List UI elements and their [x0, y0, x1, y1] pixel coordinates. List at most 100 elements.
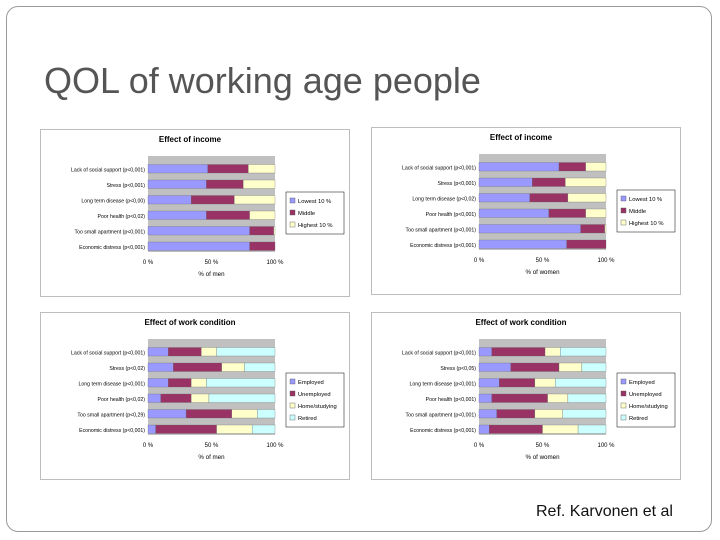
- category-label-lack-of-social-support-p-0-001: Lack of social support (p<0,001): [71, 167, 145, 173]
- legend-label-middle: Middle: [298, 211, 315, 217]
- category-label-too-small-apartment-p-0-001: Too small apartment (p<0,001): [406, 412, 477, 418]
- legend-swatch-highest-10: [289, 221, 296, 228]
- x-tick-label: 100 %: [266, 260, 284, 266]
- bar-highest-10-stress-p-0-001: [243, 179, 276, 189]
- category-label-economic-distress-p-0-001: Economic distress (p<0,001): [79, 245, 145, 251]
- category-label-stress-p-0-001: Stress (p<0,001): [107, 183, 146, 189]
- legend-box: [285, 372, 345, 428]
- bar-home-studying-long-term-disease-p-0-001: [191, 378, 207, 388]
- bar-home-studying-poor-health-p-0-02: [191, 393, 210, 403]
- bar-highest-10-long-term-disease-p-0-02: [567, 193, 607, 203]
- bar-highest-10-lack-of-social-support-p-0-001: [248, 164, 276, 174]
- category-label-economic-distress-p-0-001: Economic distress (p<0,001): [410, 428, 476, 434]
- bar-lowest-10-economic-distress-p-0-001: [147, 241, 250, 251]
- legend-swatch-unemployed: [620, 390, 627, 397]
- chart-svg: Effect of income Lack of social support (…: [371, 127, 681, 295]
- bar-unemployed-too-small-apartment-p-0-29: [185, 409, 232, 419]
- category-label-poor-health-p-0-02: Poor health (p<0,02): [98, 214, 146, 220]
- x-axis-label: % of women: [525, 454, 560, 461]
- bar-home-studying-economic-distress-p-0-001: [216, 424, 253, 434]
- x-tick-label: 0 %: [474, 443, 485, 449]
- bar-home-studying-poor-health-p-0-001: [547, 393, 569, 403]
- legend-swatch-employed: [289, 378, 296, 385]
- bar-retired-poor-health-p-0-02: [208, 393, 276, 403]
- legend-label-lowest-10: Lowest 10 %: [298, 199, 331, 205]
- legend-label-lowest-10: Lowest 10 %: [629, 197, 662, 203]
- bar-highest-10-lack-of-social-support-p-0-001: [585, 162, 607, 172]
- bar-employed-poor-health-p-0-001: [478, 393, 492, 403]
- bar-lowest-10-poor-health-p-0-02: [147, 210, 207, 220]
- legend-swatch-employed: [620, 378, 627, 385]
- bar-middle-lack-of-social-support-p-0-001: [558, 162, 586, 172]
- chart-title: Effect of work condition: [144, 318, 235, 327]
- bar-retired-too-small-apartment-p-0-29: [257, 409, 276, 419]
- bar-retired-lack-of-social-support-p-0-001: [560, 347, 607, 357]
- legend-swatch-lowest-10: [620, 195, 627, 202]
- x-tick-label: 50 %: [536, 258, 550, 264]
- bar-home-studying-stress-p-0-02: [221, 362, 245, 372]
- x-tick-label: 100 %: [266, 443, 284, 449]
- bar-middle-economic-distress-p-0-001: [249, 241, 276, 251]
- bar-home-studying-too-small-apartment-p-0-29: [231, 409, 258, 419]
- category-label-too-small-apartment-p-0-29: Too small apartment (p<0,29): [77, 412, 145, 418]
- legend-swatch-middle: [289, 209, 296, 216]
- bar-highest-10-too-small-apartment-p-0-001: [604, 224, 607, 234]
- chart-svg: Effect of income Lack of social support (…: [40, 129, 350, 297]
- bar-lowest-10-lack-of-social-support-p-0-001: [147, 164, 208, 174]
- x-axis-label: % of men: [198, 454, 225, 461]
- category-label-economic-distress-p-0-001: Economic distress (p<0,001): [410, 243, 476, 249]
- bar-unemployed-poor-health-p-0-02: [160, 393, 192, 403]
- bar-retired-economic-distress-p-0-001: [577, 424, 607, 434]
- x-tick-label: 0 %: [143, 260, 154, 266]
- bar-unemployed-poor-health-p-0-001: [491, 393, 548, 403]
- x-tick-label: 100 %: [597, 443, 615, 449]
- bar-unemployed-economic-distress-p-0-001: [489, 424, 543, 434]
- category-label-lack-of-social-support-p-0-001: Lack of social support (p<0,001): [402, 350, 476, 356]
- x-axis-label: % of men: [198, 271, 225, 278]
- bar-lowest-10-lack-of-social-support-p-0-001: [478, 162, 560, 172]
- chart-title: Effect of income: [490, 133, 553, 142]
- bar-employed-long-term-disease-p-0-001: [478, 378, 500, 388]
- category-label-economic-distress-p-0-001: Economic distress (p<0,001): [79, 428, 145, 434]
- category-label-stress-p-0-02: Stress (p<0,02): [109, 366, 145, 372]
- legend-label-middle: Middle: [629, 209, 646, 215]
- bar-lowest-10-poor-health-p-0-001: [478, 208, 549, 218]
- bar-middle-stress-p-0-001: [206, 179, 244, 189]
- x-tick-label: 0 %: [474, 258, 485, 264]
- legend-label-home-studying: Home/studying: [629, 404, 668, 410]
- bar-middle-too-small-apartment-p-0-001: [580, 224, 605, 234]
- reference-note: Ref. Karvonen et al: [536, 503, 673, 520]
- bar-employed-lack-of-social-support-p-0-001: [147, 347, 169, 357]
- bar-unemployed-stress-p-0-02: [173, 362, 222, 372]
- x-tick-label: 100 %: [597, 258, 615, 264]
- category-label-lack-of-social-support-p-0-001: Lack of social support (p<0,001): [71, 350, 145, 356]
- category-label-long-term-disease-p-0-001: Long term disease (p<0,001): [79, 381, 146, 387]
- bar-middle-long-term-disease-p-0-02: [529, 193, 569, 203]
- bar-employed-stress-p-0-05: [478, 362, 511, 372]
- bar-retired-long-term-disease-p-0-001: [555, 378, 607, 388]
- bar-lowest-10-too-small-apartment-p-0-001: [147, 226, 250, 236]
- bar-highest-10-long-term-disease-p-0-00: [234, 195, 276, 205]
- bar-home-studying-economic-distress-p-0-001: [542, 424, 579, 434]
- legend-swatch-retired: [289, 414, 296, 421]
- legend-swatch-unemployed: [289, 390, 296, 397]
- bar-employed-too-small-apartment-p-0-29: [147, 409, 187, 419]
- bar-highest-10-stress-p-0-001: [565, 177, 607, 187]
- chart-title: Effect of work condition: [475, 318, 566, 327]
- category-label-long-term-disease-p-0-00: Long term disease (p<0,00): [81, 198, 145, 204]
- legend-swatch-home-studying: [620, 402, 627, 409]
- bar-lowest-10-long-term-disease-p-0-00: [147, 195, 192, 205]
- chart-title: Effect of income: [159, 135, 222, 144]
- bar-retired-stress-p-0-02: [244, 362, 276, 372]
- bar-home-studying-lack-of-social-support-p-0-001: [201, 347, 217, 357]
- legend-label-unemployed: Unemployed: [298, 392, 331, 398]
- bar-retired-long-term-disease-p-0-001: [206, 378, 276, 388]
- legend-swatch-highest-10: [620, 219, 627, 226]
- bar-employed-too-small-apartment-p-0-001: [478, 409, 497, 419]
- x-tick-label: 0 %: [143, 443, 154, 449]
- category-label-poor-health-p-0-02: Poor health (p<0,02): [98, 397, 146, 403]
- chart-svg: Effect of work condition Lack of social s…: [40, 312, 350, 480]
- bar-retired-economic-distress-p-0-001: [251, 424, 276, 434]
- category-label-stress-p-0-05: Stress (p<0,05): [440, 366, 476, 372]
- category-label-too-small-apartment-p-0-001: Too small apartment (p<0,001): [406, 227, 477, 233]
